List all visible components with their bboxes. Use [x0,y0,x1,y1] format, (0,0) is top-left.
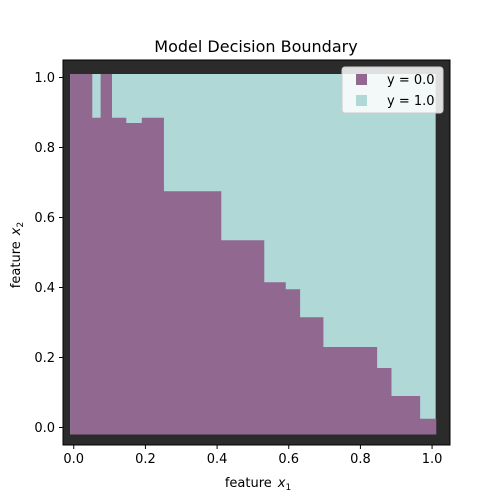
x-tick-label: 0.0 [63,452,84,467]
class-0-region-layer [70,74,437,435]
legend: y = 0.0 y = 1.0 [341,66,444,114]
y-axis-label: feature x2 [9,222,26,288]
x-axis-label-main: feature [225,476,272,491]
class-0-region-column [220,240,265,435]
legend-label-class-1: y = 1.0 [387,94,435,109]
class-0-region-column [419,418,437,435]
class-0-region-column [322,347,378,435]
class-0-region-column [100,74,112,435]
x-axis-label-subscript: 1 [285,483,291,493]
y-tick-label: 0.2 [34,351,55,366]
class-0-region-column [299,317,324,435]
class-0-region-column [70,74,93,435]
legend-swatch-class-1 [356,95,367,106]
class-0-region-column [285,289,301,435]
class-0-region-column [390,396,421,435]
y-tick-label: 0.8 [34,141,55,156]
x-axis-ticks: 0.0 0.2 0.4 0.6 0.8 1.0 [63,445,442,467]
y-axis-label-main: feature [9,241,24,288]
class-0-region-column [141,117,164,435]
legend-box [341,66,444,114]
legend-swatch-class-0 [356,74,367,85]
class-0-region-column [263,282,286,435]
class-0-region-column [91,117,102,435]
plot-frame [62,59,451,446]
x-tick-label: 0.6 [278,452,299,467]
class-0-region-column [376,368,392,435]
class-0-region-column [125,123,143,435]
y-axis-ticks: 0.0 0.2 0.4 0.6 0.8 1.0 [34,71,63,436]
x-tick-label: 0.4 [207,452,228,467]
x-tick-label: 1.0 [422,452,443,467]
x-tick-label: 0.8 [350,452,371,467]
chart-title: Model Decision Boundary [154,37,357,56]
class-0-region-column [163,191,222,435]
class-0-region-column [111,117,127,435]
y-tick-label: 1.0 [34,71,55,86]
y-axis-label-subscript: 2 [16,222,26,228]
y-axis-label-var: x [9,227,24,236]
y-tick-label: 0.4 [34,281,55,296]
x-axis-label-var: x [277,476,286,491]
x-axis-label: feature x1 [225,476,291,493]
y-tick-label: 0.6 [34,211,55,226]
legend-label-class-0: y = 0.0 [387,73,435,88]
y-tick-label: 0.0 [34,421,55,436]
x-tick-label: 0.2 [135,452,156,467]
